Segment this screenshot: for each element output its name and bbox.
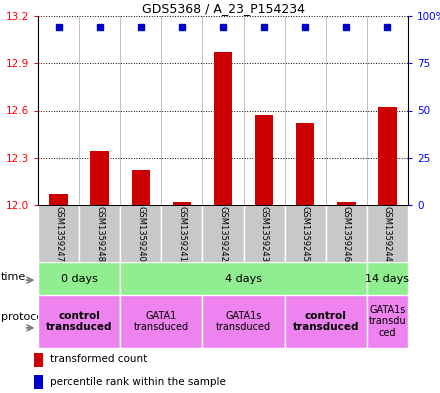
Text: control
transduced: control transduced xyxy=(46,311,112,332)
Bar xyxy=(285,205,326,262)
Bar xyxy=(255,115,273,205)
Bar xyxy=(38,295,120,348)
Bar xyxy=(367,205,408,262)
Text: GSM1359244: GSM1359244 xyxy=(383,206,392,261)
Text: GSM1359245: GSM1359245 xyxy=(301,206,310,261)
Bar xyxy=(161,205,202,262)
Text: GATA1s
transduced: GATA1s transduced xyxy=(216,311,271,332)
Text: 4 days: 4 days xyxy=(225,274,262,283)
Bar xyxy=(367,262,408,295)
Bar xyxy=(244,205,285,262)
Text: GSM1359240: GSM1359240 xyxy=(136,206,145,261)
Text: GSM1359247: GSM1359247 xyxy=(54,206,63,261)
Text: transformed count: transformed count xyxy=(50,354,147,364)
Bar xyxy=(214,52,232,205)
Bar xyxy=(202,295,285,348)
Bar xyxy=(79,205,120,262)
Bar xyxy=(172,202,191,205)
Text: GATA1
transduced: GATA1 transduced xyxy=(134,311,189,332)
Bar xyxy=(378,107,397,205)
Bar xyxy=(337,202,356,205)
Text: percentile rank within the sample: percentile rank within the sample xyxy=(50,377,226,387)
Text: GSM1359243: GSM1359243 xyxy=(260,206,268,261)
Text: GSM1359246: GSM1359246 xyxy=(342,206,351,261)
Text: 0 days: 0 days xyxy=(61,274,98,283)
Text: GSM1359248: GSM1359248 xyxy=(95,206,104,261)
Title: GDS5368 / A_23_P154234: GDS5368 / A_23_P154234 xyxy=(142,2,304,15)
Text: GATA1s
transdu
ced: GATA1s transdu ced xyxy=(369,305,406,338)
Bar xyxy=(38,205,79,262)
Text: protocol: protocol xyxy=(1,312,46,322)
Text: time: time xyxy=(1,272,26,282)
Bar xyxy=(367,295,408,348)
Bar xyxy=(132,170,150,205)
Text: control
transduced: control transduced xyxy=(293,311,359,332)
Text: GSM1359241: GSM1359241 xyxy=(177,206,187,261)
Bar xyxy=(49,194,68,205)
Bar xyxy=(296,123,315,205)
Bar xyxy=(90,151,109,205)
Bar xyxy=(33,353,43,367)
Bar xyxy=(120,295,202,348)
Text: 14 days: 14 days xyxy=(366,274,410,283)
Bar xyxy=(202,205,244,262)
Bar xyxy=(285,295,367,348)
Bar xyxy=(120,262,367,295)
Bar xyxy=(33,375,43,389)
Bar xyxy=(120,205,161,262)
Bar xyxy=(326,205,367,262)
Bar xyxy=(38,262,120,295)
Text: GSM1359242: GSM1359242 xyxy=(219,206,227,261)
